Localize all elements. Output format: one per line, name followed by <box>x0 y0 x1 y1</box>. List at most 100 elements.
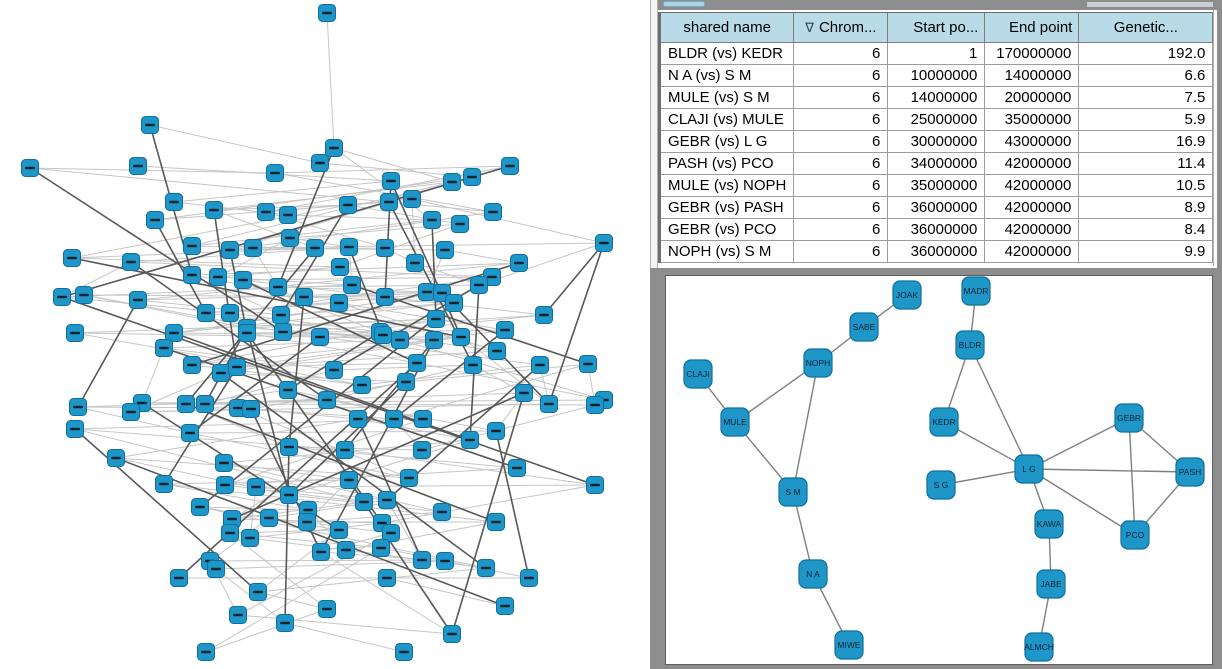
network-node[interactable] <box>849 312 879 342</box>
network-edge[interactable] <box>384 296 545 316</box>
table-row[interactable]: MULE (vs) S M 6 14000000 20000000 7.5 <box>659 86 1214 109</box>
network-node[interactable] <box>926 470 956 500</box>
network-edge[interactable] <box>495 430 530 579</box>
network-node[interactable] <box>778 477 808 507</box>
network-node[interactable] <box>720 407 750 437</box>
network-edge[interactable] <box>1028 468 1191 473</box>
column-header[interactable]: ∇ Chrom... <box>793 12 889 43</box>
network-edge[interactable] <box>320 551 453 635</box>
network-edge[interactable] <box>191 274 282 316</box>
network-edge[interactable] <box>115 457 506 607</box>
network-edge[interactable] <box>229 276 493 314</box>
network-edge[interactable] <box>229 312 381 333</box>
network-node[interactable] <box>834 630 864 660</box>
network-edge[interactable] <box>386 577 506 607</box>
network-node[interactable] <box>683 359 713 389</box>
network-edge[interactable] <box>284 446 290 624</box>
network-edge[interactable] <box>257 567 487 593</box>
network-edge[interactable] <box>74 428 346 451</box>
network-edge[interactable] <box>379 314 545 333</box>
network-node[interactable] <box>1120 520 1150 550</box>
table-row[interactable]: GEBR (vs) L G 6 30000000 43000000 16.9 <box>659 130 1214 153</box>
network-edge[interactable] <box>357 418 471 441</box>
network-edge[interactable] <box>1028 417 1130 470</box>
network-edge[interactable] <box>792 362 819 493</box>
network-node[interactable] <box>803 348 833 378</box>
network-edge[interactable] <box>444 249 520 264</box>
network-edge[interactable] <box>393 329 506 420</box>
attribute-table[interactable]: shared name ∇ Chrom... Start po... End point… <box>658 12 1214 263</box>
network-edge[interactable] <box>149 124 321 164</box>
network-edge[interactable] <box>163 483 309 511</box>
network-edge[interactable] <box>141 347 165 404</box>
column-header[interactable]: Start po... <box>887 12 986 43</box>
network-edge[interactable] <box>71 257 341 268</box>
network-edge[interactable] <box>137 262 520 301</box>
network-edge[interactable] <box>246 327 290 496</box>
network-edge[interactable] <box>163 366 238 485</box>
network-edge[interactable] <box>380 547 530 579</box>
network-edge[interactable] <box>326 12 335 149</box>
network-edge[interactable] <box>185 403 497 523</box>
scrollbar-thumb[interactable] <box>663 1 705 7</box>
network-node[interactable] <box>929 407 959 437</box>
network-edge[interactable] <box>1128 417 1136 536</box>
sub-network-view[interactable]: JOAK MADR SABE BLDR NOPH CLAJI MULE KEDR GEBR L G… <box>665 275 1213 665</box>
network-edge[interactable] <box>357 418 423 561</box>
network-node[interactable] <box>1024 632 1054 662</box>
vertical-scrollbar[interactable] <box>650 0 658 268</box>
network-edge[interactable] <box>205 547 382 653</box>
network-edge[interactable] <box>393 363 589 420</box>
network-edge[interactable] <box>326 399 497 432</box>
network-edge[interactable] <box>71 204 349 259</box>
network-edge[interactable] <box>74 332 363 386</box>
network-edge[interactable] <box>173 302 455 334</box>
network-edge[interactable] <box>969 344 1030 470</box>
network-edge[interactable] <box>204 369 335 405</box>
network-edge[interactable] <box>237 407 410 479</box>
table-row[interactable]: PASH (vs) PCO 6 34000000 42000000 11.4 <box>659 152 1214 175</box>
network-edge[interactable] <box>252 242 605 249</box>
network-edge[interactable] <box>246 332 383 524</box>
network-edge[interactable] <box>130 261 328 401</box>
network-node[interactable] <box>955 330 985 360</box>
network-edge[interactable] <box>255 484 596 488</box>
network-edge[interactable] <box>431 219 437 320</box>
network-edge[interactable] <box>199 506 309 511</box>
network-edge[interactable] <box>223 462 443 513</box>
network-edge[interactable] <box>163 347 335 371</box>
network-node[interactable] <box>1014 454 1044 484</box>
network-edge[interactable] <box>288 296 305 448</box>
network-edge[interactable] <box>213 209 238 368</box>
network-edge[interactable] <box>386 499 423 561</box>
network-node[interactable] <box>1175 457 1205 487</box>
network-edge[interactable] <box>29 167 284 333</box>
network-edge[interactable] <box>257 529 340 593</box>
table-row[interactable]: MULE (vs) NOPH 6 35000000 42000000 10.5 <box>659 174 1214 197</box>
network-edge[interactable] <box>217 237 291 278</box>
network-edge[interactable] <box>345 521 497 551</box>
scrollbar-track[interactable] <box>1087 2 1213 7</box>
network-edge[interactable] <box>71 257 462 338</box>
network-node[interactable] <box>1114 403 1144 433</box>
network-edge[interactable] <box>274 172 494 213</box>
network-edge[interactable] <box>548 242 605 405</box>
network-edge[interactable] <box>399 339 605 401</box>
network-edge[interactable] <box>451 392 525 635</box>
table-row[interactable]: NOPH (vs) S M 6 36000000 42000000 9.9 <box>659 240 1214 263</box>
network-edge[interactable] <box>178 362 418 579</box>
network-node[interactable] <box>1034 509 1064 539</box>
network-edge[interactable] <box>209 517 270 562</box>
network-node[interactable] <box>798 559 828 589</box>
network-node[interactable] <box>892 280 922 310</box>
network-edge[interactable] <box>74 428 259 593</box>
network-edge[interactable] <box>280 204 349 316</box>
network-edge[interactable] <box>288 381 407 496</box>
network-edge[interactable] <box>284 622 405 653</box>
network-edge[interactable] <box>249 522 383 539</box>
network-edge[interactable] <box>191 262 520 366</box>
main-network-view[interactable] <box>0 0 650 669</box>
network-edge[interactable] <box>319 336 541 366</box>
filter-icon[interactable]: ∇ <box>805 20 814 35</box>
network-edge[interactable] <box>1028 468 1136 536</box>
